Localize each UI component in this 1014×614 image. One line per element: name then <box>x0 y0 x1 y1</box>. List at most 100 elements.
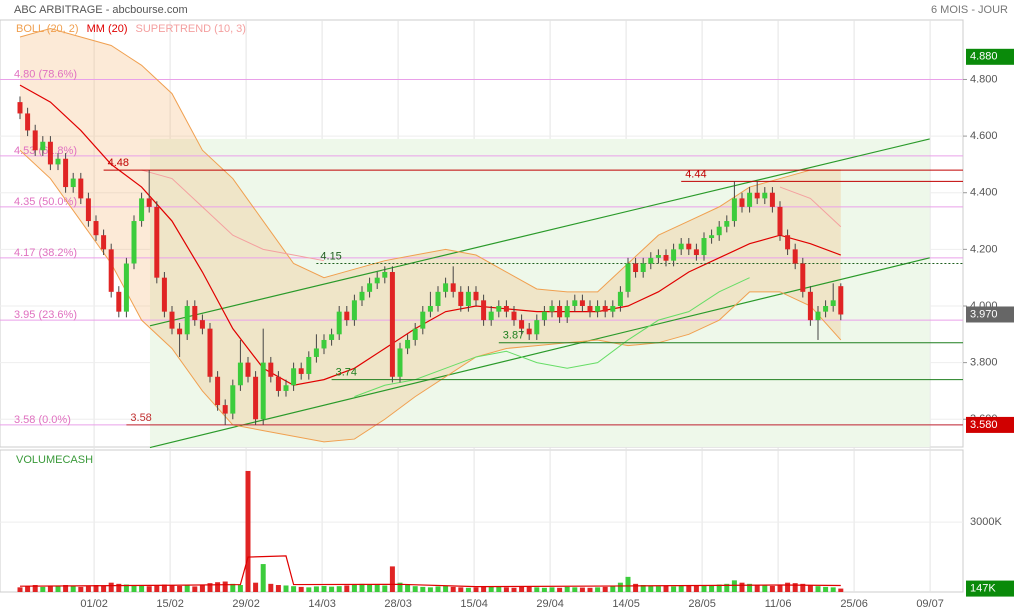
volume-bar <box>458 587 464 592</box>
volume-bar <box>724 583 730 592</box>
candle-body <box>754 192 760 199</box>
candle-body <box>815 311 821 321</box>
volume-bar <box>640 585 646 592</box>
volume-bar <box>55 586 61 592</box>
price-box <box>966 306 1014 323</box>
volume-bar <box>397 582 403 592</box>
candle-body <box>716 226 722 236</box>
volume-bar <box>579 587 585 592</box>
candle-body <box>785 235 791 250</box>
candle-body <box>465 291 471 306</box>
volume-bar <box>754 585 760 592</box>
candle-body <box>63 158 69 188</box>
volume-bar <box>602 586 608 592</box>
volume-bar <box>306 587 312 592</box>
x-tick-label: 14/05 <box>612 598 640 610</box>
volume-bar <box>85 586 91 592</box>
volume-bar <box>351 585 357 592</box>
candle-body <box>169 311 175 329</box>
candle-body <box>443 283 449 292</box>
candle-body <box>678 243 684 250</box>
candle-body <box>731 198 737 222</box>
candle-body <box>222 405 228 414</box>
candle-body <box>245 362 251 377</box>
candle-body <box>25 113 31 131</box>
volume-bar <box>792 583 798 592</box>
volume-bar <box>367 584 373 592</box>
candle-body <box>177 328 183 335</box>
candle-body <box>313 348 319 357</box>
candle-body <box>602 305 608 312</box>
volume-bar <box>245 470 251 592</box>
volume-bar <box>382 585 388 592</box>
candle-body <box>724 221 730 227</box>
volume-bar <box>169 585 175 592</box>
volume-bar <box>519 586 525 592</box>
candle-body <box>534 320 540 335</box>
volume-bar <box>161 584 167 592</box>
x-tick-label: 29/04 <box>536 598 564 610</box>
volume-bar <box>815 586 821 592</box>
candle-body <box>572 300 578 306</box>
volume-bar <box>260 564 266 592</box>
candle-body <box>139 198 145 222</box>
level-label: 3.87 <box>503 330 524 342</box>
volume-bar <box>298 586 304 592</box>
candle-body <box>427 305 433 312</box>
candle-body <box>526 328 532 335</box>
volume-bar <box>838 588 844 592</box>
x-tick-label: 28/05 <box>688 598 716 610</box>
volume-box-label: 147K <box>970 582 996 594</box>
bollinger-upper <box>19 27 841 293</box>
volume-bar <box>693 585 699 592</box>
candle-body <box>709 235 715 239</box>
candle-body <box>253 376 259 420</box>
candle-body <box>291 368 297 386</box>
level-label: 4.44 <box>685 168 706 180</box>
candle-body <box>686 243 692 250</box>
candle-body <box>405 339 411 349</box>
volume-bar <box>230 583 236 592</box>
volume-bar <box>526 586 532 592</box>
volume-bar <box>625 576 631 592</box>
volume-bar <box>610 586 616 592</box>
volume-bar <box>648 585 654 592</box>
volume-bar <box>275 585 281 592</box>
x-tick-label: 09/07 <box>916 598 944 610</box>
chart-title: ABC ARBITRAGE - abcbourse.com <box>14 4 188 16</box>
volume-bar <box>215 582 221 592</box>
candle-body <box>237 362 243 386</box>
x-tick-label: 28/03 <box>384 598 412 610</box>
legend-entry: MM (20) <box>87 23 128 35</box>
candle-body <box>435 291 441 306</box>
volume-bar <box>70 585 76 592</box>
volume-panel <box>0 449 964 593</box>
candle-body <box>412 328 418 340</box>
candle-body <box>838 286 844 315</box>
price-box <box>966 416 1014 433</box>
volume-bar <box>564 586 570 592</box>
candle-body <box>93 221 99 236</box>
x-tick-label: 01/02 <box>80 598 108 610</box>
y-tick-label: 4.600 <box>970 130 998 142</box>
supertrend-up <box>354 277 750 398</box>
volume-bar <box>253 582 259 592</box>
candle-body <box>503 305 509 312</box>
candle-body <box>268 362 274 377</box>
volume-bar <box>412 586 418 592</box>
candle-body <box>32 130 38 151</box>
candle-body <box>154 206 160 278</box>
price-box <box>966 48 1014 65</box>
candle-body <box>359 291 365 301</box>
candle-body <box>610 305 616 312</box>
candle-body <box>321 339 327 349</box>
volume-bar <box>108 582 114 592</box>
volume-bar <box>222 581 228 592</box>
candle-body <box>131 221 137 264</box>
channel-area <box>149 138 930 448</box>
volume-bar <box>739 582 745 592</box>
candle-body <box>511 311 517 321</box>
candle-body <box>123 263 129 312</box>
candle-body <box>146 198 152 207</box>
channel-line <box>149 257 930 449</box>
